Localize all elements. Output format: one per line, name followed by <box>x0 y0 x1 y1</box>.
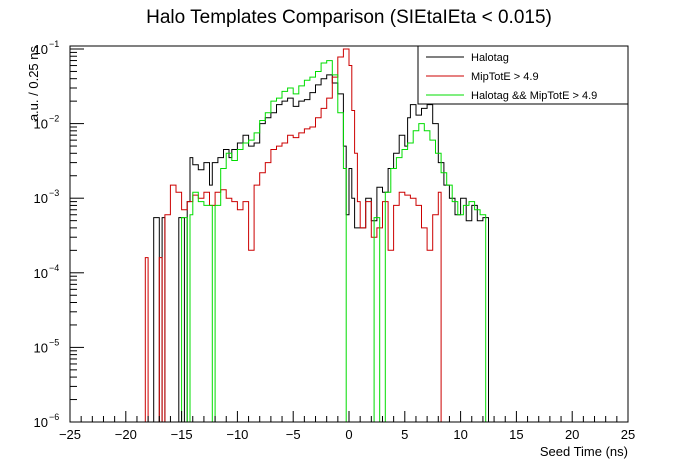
x-tick-label: 20 <box>565 427 579 442</box>
y-tick-exponent: −5 <box>49 337 59 347</box>
series-line-2 <box>70 60 628 423</box>
x-tick-label: 0 <box>345 427 352 442</box>
y-tick-exponent: −6 <box>49 412 59 422</box>
x-axis-ticks: −25 −20 −15 −10 −5 0 5 10 15 20 25 <box>59 411 635 442</box>
legend-box <box>417 45 629 105</box>
x-tick-label: 25 <box>621 427 635 442</box>
legend-entries: Halotag MipTotE > 4.9 Halotag && MipTotE >… <box>426 52 597 102</box>
y-tick-exponent: −3 <box>49 188 59 198</box>
y-tick-exponent: −2 <box>49 114 59 124</box>
x-tick-label: −5 <box>286 427 301 442</box>
y-tick-label: 10 <box>34 191 48 206</box>
y-tick-exponent: −4 <box>49 263 59 273</box>
y-tick-label: 10 <box>34 117 48 132</box>
x-tick-label: −15 <box>171 427 193 442</box>
x-tick-label: 5 <box>401 427 408 442</box>
legend-label: Halotag && MipTotE > 4.9 <box>471 90 597 102</box>
legend-label: Halotag <box>471 52 509 64</box>
x-axis-label: Seed Time (ns) <box>540 444 628 459</box>
y-tick-label: 10 <box>34 42 48 57</box>
series-line-0 <box>70 74 628 423</box>
y-axis-label: a.u. / 0.25 ns <box>26 46 41 122</box>
x-tick-label: −20 <box>115 427 137 442</box>
series-layer <box>70 48 628 423</box>
x-tick-label: 10 <box>453 427 467 442</box>
y-axis-ticks: 10−610−510−410−310−210−1 <box>34 39 84 430</box>
y-tick-label: 10 <box>34 340 48 355</box>
y-tick-exponent: −1 <box>49 39 59 49</box>
x-tick-label: 15 <box>509 427 523 442</box>
x-tick-label: −10 <box>226 427 248 442</box>
y-tick-label: 10 <box>34 266 48 281</box>
legend-label: MipTotE > 4.9 <box>471 71 539 83</box>
chart-title: Halo Templates Comparison (SIEtaIEta < 0… <box>146 7 552 28</box>
y-tick-label: 10 <box>34 415 48 430</box>
x-tick-label: −25 <box>59 427 81 442</box>
legend: Halotag MipTotE > 4.9 Halotag && MipTotE >… <box>417 45 629 105</box>
